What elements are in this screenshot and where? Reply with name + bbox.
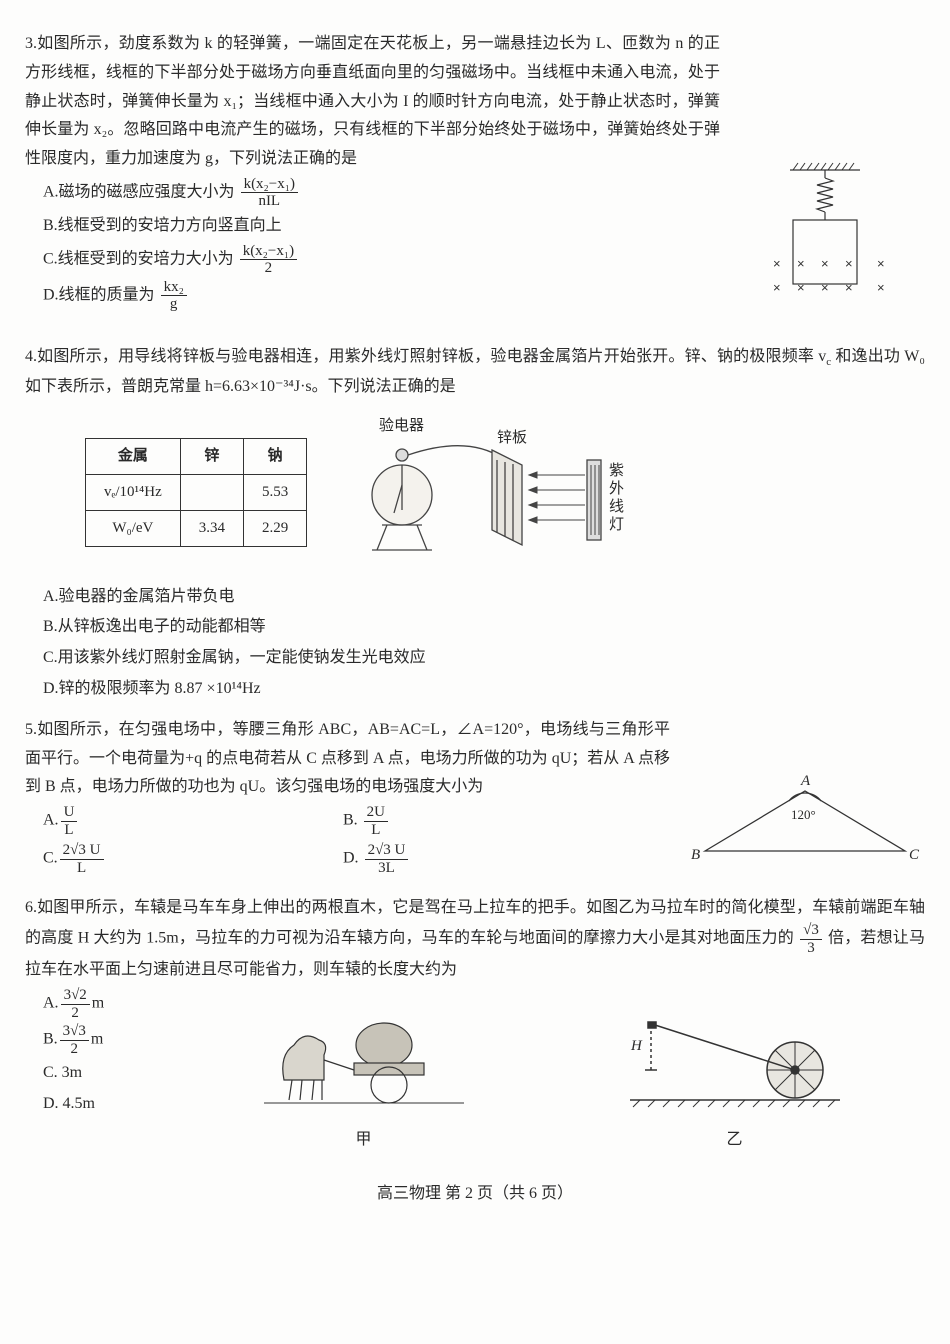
question-3: × × × × × × × × × × 3.如图所示，劲度系数为 k 的轻弹簧，一端固定在天花板… <box>25 30 925 331</box>
label-angle: 120° <box>791 807 816 822</box>
q5-a-num: U <box>61 804 78 822</box>
label-uv2: 外 <box>609 480 624 497</box>
q5-b-den: L <box>364 822 388 839</box>
q3-c-den: 2 <box>240 260 297 277</box>
page-footer: 高三物理 第 2 页（共 6 页） <box>25 1180 925 1209</box>
q6-figure-jia: 甲 <box>254 985 474 1155</box>
r2-label: W₀/eV <box>86 510 181 546</box>
q5-number: 5. <box>25 721 37 738</box>
q6-option-d: D. 4.5m <box>43 1090 163 1119</box>
q3-c-num: k(x₂−x₁) <box>240 243 297 261</box>
label-B: B <box>691 847 700 863</box>
th-na: 钠 <box>243 438 306 474</box>
svg-text:×: × <box>845 280 853 295</box>
q4-option-d: D.锌的极限频率为 8.87 ×10¹⁴Hz <box>43 675 925 704</box>
label-yi: 乙 <box>615 1126 855 1155</box>
q4-table: 金属锌钠 vₑ/10¹⁴Hz 5.53 W₀/eV3.342.29 <box>85 438 307 547</box>
th-zn: 锌 <box>180 438 243 474</box>
q5-b-pre: B. <box>343 812 358 829</box>
q6-option-c: C. 3m <box>43 1059 163 1088</box>
q5-b-num: 2U <box>364 804 388 822</box>
q5-option-a: A.UL <box>43 804 343 838</box>
q5-a-den: L <box>61 822 78 839</box>
svg-text:×: × <box>773 256 781 271</box>
spring-frame-diagram: × × × × × × × × × × <box>735 160 925 320</box>
label-A: A <box>800 773 811 789</box>
label-electroscope: 验电器 <box>379 417 424 434</box>
q5-c-pre: C. <box>43 850 58 867</box>
svg-text:×: × <box>877 280 885 295</box>
q6-number: 6. <box>25 899 37 916</box>
r1-zn <box>180 474 243 510</box>
q6-option-b: B.3√32m <box>43 1023 163 1057</box>
q3-d-text: D.线框的质量为 <box>43 286 155 303</box>
label-C: C <box>909 847 920 863</box>
q6-figure-yi: H 乙 <box>615 985 855 1155</box>
q4-option-c: C.用该紫外线灯照射金属钠，一定能使钠发生光电效应 <box>43 644 925 673</box>
q5-figure: A B C 120° <box>685 771 925 882</box>
q5-a-pre: A. <box>43 812 59 829</box>
q3-d-num: kx₂ <box>161 279 187 297</box>
q6-a-suf: m <box>92 995 104 1012</box>
question-4: 4.如图所示，用导线将锌板与验电器相连，用紫外线灯照射锌板，验电器金属箔片开始张… <box>25 343 925 704</box>
r2-na: 2.29 <box>243 510 306 546</box>
q6-stem-a: 如图甲所示，车辕是马车车身上伸出的两根直木，它是驾在马上拉车的把手。如图乙为马拉… <box>25 899 925 947</box>
q6-frac-den: 3 <box>800 940 822 957</box>
q4-stem-a: 如图所示，用导线将锌板与验电器相连，用紫外线灯照射锌板，验电器金属箔片开始张开。… <box>37 348 826 365</box>
r1-na: 5.53 <box>243 474 306 510</box>
q5-d-den: 3L <box>365 860 409 877</box>
svg-text:×: × <box>845 256 853 271</box>
q5-d-pre: D. <box>343 850 359 867</box>
svg-text:×: × <box>877 256 885 271</box>
q3-d-den: g <box>161 296 187 313</box>
svg-text:×: × <box>821 256 829 271</box>
q6-option-a: A.3√22m <box>43 987 163 1021</box>
q4-figure: 验电器 锌板 紫 外 线 灯 <box>347 410 647 575</box>
q6-b-den: 2 <box>60 1041 89 1058</box>
q5-option-b: B. 2UL <box>343 804 643 838</box>
svg-text:×: × <box>821 280 829 295</box>
q4-option-a: A.验电器的金属箔片带负电 <box>43 583 925 612</box>
question-6: 6.如图甲所示，车辕是马车车身上伸出的两根直木，它是驾在马上拉车的把手。如图乙为… <box>25 894 925 1155</box>
q6-b-pre: B. <box>43 1031 58 1048</box>
q5-option-d: D. 2√3 U3L <box>343 842 643 876</box>
q3-a-text: A.磁场的磁感应强度大小为 <box>43 184 235 201</box>
q3-figure: × × × × × × × × × × <box>735 160 925 331</box>
q5-c-num: 2√3 U <box>60 842 104 860</box>
r1-label: vₑ/10¹⁴Hz <box>86 474 181 510</box>
label-jia: 甲 <box>254 1126 474 1155</box>
label-uv1: 紫 <box>609 462 624 479</box>
q3-a-den: nIL <box>241 193 298 210</box>
q6-a-den: 2 <box>61 1005 90 1022</box>
svg-text:×: × <box>797 280 805 295</box>
label-zinc: 锌板 <box>497 428 527 446</box>
q3-c-text: C.线框受到的安培力大小为 <box>43 250 234 267</box>
q6-frac-num: √3 <box>800 922 822 940</box>
label-H: H <box>630 1038 643 1054</box>
q6-b-num: 3√3 <box>60 1023 89 1041</box>
r2-zn: 3.34 <box>180 510 243 546</box>
question-5: A B C 120° 5.如图所示，在匀强电场中，等腰三角形 ABC，AB=AC… <box>25 716 925 882</box>
q5-option-c: C.2√3 UL <box>43 842 343 876</box>
svg-text:×: × <box>797 256 805 271</box>
q5-d-num: 2√3 U <box>365 842 409 860</box>
svg-text:×: × <box>773 280 781 295</box>
q3-a-num: k(x₂−x₁) <box>241 176 298 194</box>
q4-number: 4. <box>25 348 37 365</box>
label-uv4: 灯 <box>609 516 624 533</box>
q3-number: 3. <box>25 35 37 52</box>
q3-stem: 如图所示，劲度系数为 k 的轻弹簧，一端固定在天花板上，另一端悬挂边长为 L、匝… <box>25 35 720 167</box>
q5-stem: 如图所示，在匀强电场中，等腰三角形 ABC，AB=AC=L，∠A=120°，电场… <box>25 721 670 796</box>
q5-c-den: L <box>60 860 104 877</box>
q6-a-pre: A. <box>43 995 59 1012</box>
triangle-diagram: A B C 120° <box>685 771 925 871</box>
th-metal: 金属 <box>86 438 181 474</box>
q6-a-num: 3√2 <box>61 987 90 1005</box>
q6-b-suf: m <box>91 1031 103 1048</box>
q4-option-b: B.从锌板逸出电子的动能都相等 <box>43 613 925 642</box>
label-uv3: 线 <box>609 498 624 515</box>
